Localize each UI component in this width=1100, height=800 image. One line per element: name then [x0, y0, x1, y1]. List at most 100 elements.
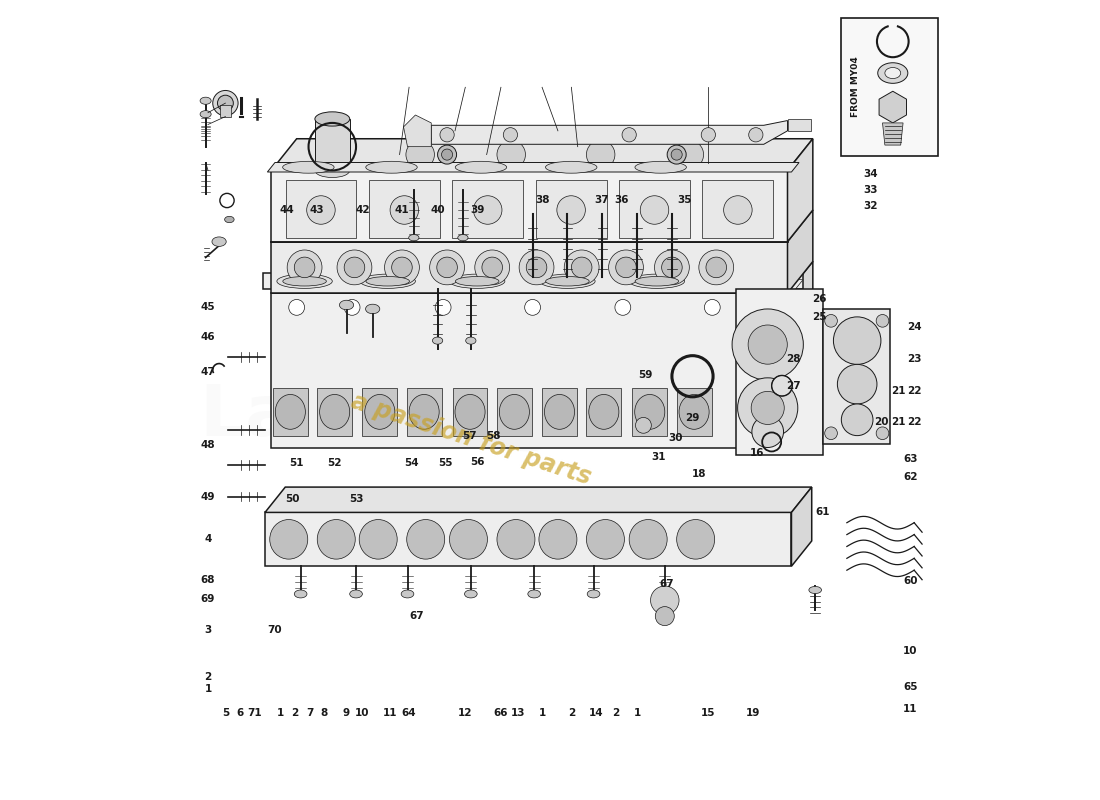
Polygon shape [542, 388, 576, 436]
Polygon shape [362, 388, 397, 436]
Text: 37: 37 [594, 194, 608, 205]
Ellipse shape [629, 274, 684, 288]
Polygon shape [272, 262, 813, 293]
Circle shape [640, 196, 669, 224]
Polygon shape [273, 388, 308, 436]
Circle shape [344, 257, 365, 278]
Ellipse shape [546, 277, 590, 286]
Polygon shape [788, 210, 813, 293]
Text: 36: 36 [614, 194, 628, 205]
Ellipse shape [422, 269, 447, 286]
Text: 47: 47 [200, 367, 216, 378]
Text: 40: 40 [430, 205, 444, 215]
Text: 26: 26 [812, 294, 826, 304]
Text: 39: 39 [470, 205, 484, 215]
Ellipse shape [409, 234, 419, 241]
Text: 64: 64 [402, 708, 417, 718]
Text: 55: 55 [438, 458, 453, 468]
Text: 71: 71 [248, 708, 262, 718]
Circle shape [621, 128, 636, 142]
Circle shape [738, 378, 798, 438]
Text: 21: 21 [891, 417, 905, 427]
Text: 1: 1 [205, 684, 211, 694]
Circle shape [441, 149, 452, 160]
Ellipse shape [365, 304, 380, 314]
Circle shape [748, 325, 788, 364]
Ellipse shape [635, 394, 664, 430]
Ellipse shape [360, 519, 397, 559]
Ellipse shape [277, 274, 332, 288]
Text: 32: 32 [864, 201, 878, 211]
Text: 68: 68 [201, 574, 216, 585]
Polygon shape [586, 388, 622, 436]
Ellipse shape [333, 269, 356, 286]
Circle shape [704, 299, 720, 315]
Ellipse shape [200, 97, 211, 104]
Ellipse shape [546, 162, 597, 173]
Circle shape [218, 95, 233, 111]
Text: 8: 8 [321, 708, 328, 718]
Polygon shape [404, 115, 431, 146]
Ellipse shape [317, 519, 355, 559]
Ellipse shape [283, 277, 327, 286]
Polygon shape [882, 123, 903, 145]
Text: 66: 66 [494, 708, 508, 718]
Text: 22: 22 [906, 417, 922, 427]
Text: 30: 30 [668, 433, 682, 443]
Text: 10: 10 [355, 708, 370, 718]
Text: 25: 25 [812, 312, 826, 322]
Circle shape [473, 196, 502, 224]
Circle shape [475, 250, 509, 285]
Circle shape [654, 250, 690, 285]
Circle shape [564, 250, 600, 285]
Ellipse shape [603, 269, 626, 286]
Ellipse shape [365, 394, 395, 430]
Circle shape [526, 257, 547, 278]
Ellipse shape [432, 337, 442, 344]
Text: 51: 51 [289, 458, 304, 468]
Ellipse shape [539, 519, 576, 559]
Text: 4: 4 [205, 534, 211, 543]
Circle shape [656, 606, 674, 626]
Ellipse shape [455, 162, 507, 173]
Ellipse shape [629, 519, 668, 559]
Text: 2: 2 [612, 708, 619, 718]
Ellipse shape [315, 163, 350, 178]
Text: 9: 9 [343, 708, 350, 718]
Circle shape [752, 416, 783, 447]
Text: 22: 22 [906, 386, 922, 395]
Ellipse shape [676, 519, 715, 559]
Polygon shape [272, 138, 813, 170]
Circle shape [724, 196, 752, 224]
Polygon shape [879, 91, 906, 123]
Ellipse shape [212, 237, 227, 246]
Text: 1: 1 [277, 708, 285, 718]
Circle shape [385, 250, 419, 285]
Polygon shape [272, 293, 788, 447]
Ellipse shape [884, 67, 901, 78]
Text: 56: 56 [470, 457, 484, 466]
Circle shape [608, 250, 644, 285]
Circle shape [749, 128, 763, 142]
Text: 5: 5 [222, 708, 229, 718]
Polygon shape [619, 180, 690, 238]
Text: 10: 10 [903, 646, 917, 656]
Ellipse shape [544, 394, 574, 430]
Circle shape [390, 196, 419, 224]
Text: 2: 2 [290, 708, 298, 718]
Circle shape [289, 299, 305, 315]
Text: 1: 1 [634, 708, 640, 718]
Circle shape [877, 314, 889, 327]
Polygon shape [788, 262, 813, 447]
Polygon shape [368, 180, 440, 238]
Ellipse shape [528, 590, 540, 598]
Ellipse shape [224, 216, 234, 222]
Text: 31: 31 [651, 452, 666, 462]
Circle shape [519, 250, 554, 285]
Text: 1: 1 [539, 708, 546, 718]
Ellipse shape [458, 234, 469, 241]
Circle shape [212, 90, 238, 116]
Ellipse shape [320, 394, 350, 430]
Circle shape [701, 128, 715, 142]
Ellipse shape [295, 590, 307, 598]
